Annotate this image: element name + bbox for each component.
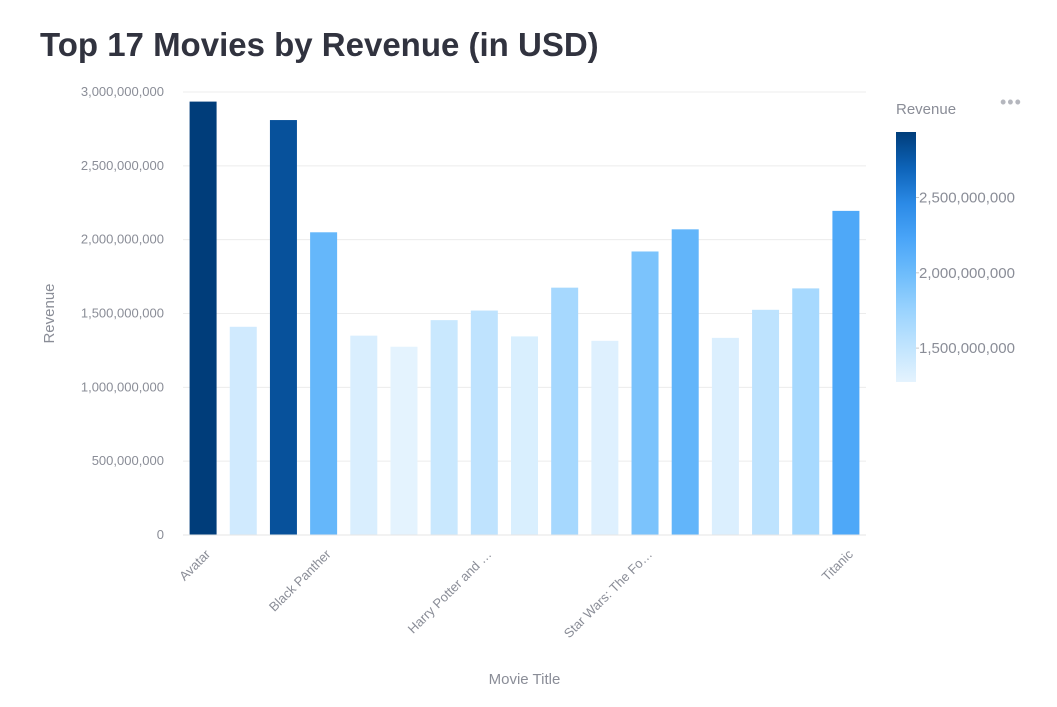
bar[interactable]	[189, 101, 217, 536]
bar[interactable]	[470, 310, 498, 535]
legend-tick-label: 2,500,000,000	[919, 190, 1015, 207]
x-tick-label: Star Wars: The Fo…	[561, 547, 655, 641]
bar[interactable]	[792, 288, 820, 535]
bar[interactable]	[310, 232, 338, 536]
bar[interactable]	[752, 309, 780, 535]
y-axis-title: Revenue	[41, 283, 58, 343]
x-axis-title: Movie Title	[489, 671, 561, 688]
bar[interactable]	[631, 251, 659, 536]
color-legend: Revenue 1,500,000,000 2,000,000,000 2,500,…	[896, 101, 1015, 382]
x-tick-label: Harry Potter and …	[405, 547, 495, 637]
y-tick-label: 2,000,000,000	[81, 232, 164, 247]
x-tick-label: Avatar	[176, 546, 213, 583]
legend-ticks: 1,500,000,000 2,000,000,000 2,500,000,000	[916, 190, 1015, 357]
legend-gradient-bar	[896, 132, 916, 382]
bar[interactable]	[591, 340, 619, 535]
y-tick-label: 500,000,000	[92, 453, 164, 468]
y-tick-label: 1,500,000,000	[81, 306, 164, 321]
chart-title: Top 17 Movies by Revenue (in USD)	[40, 26, 599, 63]
legend-title: Revenue	[896, 101, 956, 118]
bar[interactable]	[390, 346, 418, 535]
bar[interactable]	[511, 336, 538, 535]
more-horizontal-icon[interactable]: •••	[1000, 92, 1022, 112]
y-tick-label: 1,000,000,000	[81, 379, 164, 394]
bar[interactable]	[350, 335, 378, 535]
y-tick-label: 0	[157, 527, 164, 542]
x-tick-label: Titanic	[819, 546, 857, 584]
bar[interactable]	[671, 229, 699, 535]
legend-tick-label: 2,000,000,000	[919, 265, 1015, 282]
y-tick-label: 3,000,000,000	[81, 84, 164, 99]
bars	[189, 101, 860, 536]
bar[interactable]	[832, 210, 860, 535]
bar[interactable]	[430, 320, 458, 535]
bar[interactable]	[551, 287, 579, 535]
x-axis-ticks: Avatar Black Panther Harry Potter and … Sta…	[176, 546, 856, 641]
bar[interactable]	[229, 326, 257, 535]
x-tick-label: Black Panther	[266, 546, 334, 614]
bar[interactable]	[269, 120, 297, 535]
y-axis-ticks: 0 500,000,000 1,000,000,000 1,500,000,000 2,…	[81, 84, 164, 542]
y-tick-label: 2,500,000,000	[81, 158, 164, 173]
bar[interactable]	[711, 337, 739, 535]
legend-tick-label: 1,500,000,000	[919, 340, 1015, 357]
